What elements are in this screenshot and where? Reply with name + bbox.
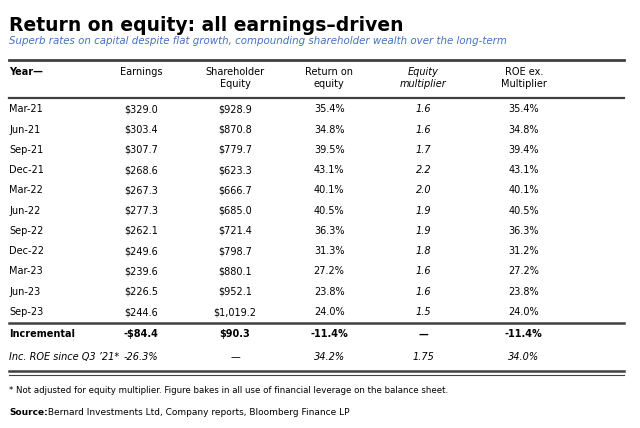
Text: Shareholder
Equity: Shareholder Equity: [205, 68, 264, 89]
Text: 34.8%: 34.8%: [508, 125, 539, 134]
Text: Jun-21: Jun-21: [9, 125, 40, 134]
Text: 31.2%: 31.2%: [508, 246, 539, 256]
Text: $307.7: $307.7: [124, 145, 158, 155]
Text: 43.1%: 43.1%: [508, 165, 539, 175]
Text: $721.4: $721.4: [218, 226, 252, 236]
Text: Sep-22: Sep-22: [9, 226, 44, 236]
Text: $880.1: $880.1: [218, 267, 252, 276]
Text: 27.2%: 27.2%: [314, 267, 344, 276]
Text: $244.6: $244.6: [124, 307, 157, 317]
Text: 40.5%: 40.5%: [508, 205, 539, 216]
Text: Superb rates on capital despite flat growth, compounding shareholder wealth over: Superb rates on capital despite flat gro…: [9, 36, 507, 46]
Text: Mar-23: Mar-23: [9, 267, 43, 276]
Text: 34.2%: 34.2%: [314, 352, 345, 362]
Text: 24.0%: 24.0%: [508, 307, 539, 317]
Text: Year—: Year—: [9, 68, 43, 77]
Text: $329.0: $329.0: [124, 104, 157, 114]
Text: 31.3%: 31.3%: [314, 246, 344, 256]
Text: 1.75: 1.75: [412, 352, 434, 362]
Text: 39.4%: 39.4%: [508, 145, 539, 155]
Text: Earnings: Earnings: [120, 68, 162, 77]
Text: $666.7: $666.7: [218, 185, 252, 195]
Text: -11.4%: -11.4%: [310, 329, 348, 339]
Text: $798.7: $798.7: [218, 246, 252, 256]
Text: 1.8: 1.8: [415, 246, 431, 256]
Text: $90.3: $90.3: [220, 329, 250, 339]
Text: Bernard Investments Ltd, Company reports, Bloomberg Finance LP: Bernard Investments Ltd, Company reports…: [45, 408, 350, 417]
Text: $239.6: $239.6: [124, 267, 157, 276]
Text: $277.3: $277.3: [124, 205, 158, 216]
Text: Return on equity: all earnings–driven: Return on equity: all earnings–driven: [9, 16, 404, 35]
Text: 43.1%: 43.1%: [314, 165, 344, 175]
Text: 1.9: 1.9: [415, 226, 431, 236]
Text: Equity
multiplier: Equity multiplier: [400, 68, 447, 89]
Text: —: —: [230, 352, 240, 362]
Text: Inc. ROE since Q3 ’21*: Inc. ROE since Q3 ’21*: [9, 352, 119, 362]
Text: * Not adjusted for equity multiplier. Figure bakes in all use of financial lever: * Not adjusted for equity multiplier. Fi…: [9, 386, 448, 395]
Text: $249.6: $249.6: [124, 246, 157, 256]
Text: 24.0%: 24.0%: [314, 307, 344, 317]
Text: Return on
equity: Return on equity: [305, 68, 353, 89]
Text: 2.2: 2.2: [415, 165, 431, 175]
Text: -26.3%: -26.3%: [124, 352, 158, 362]
Text: 34.8%: 34.8%: [314, 125, 344, 134]
Text: Mar-21: Mar-21: [9, 104, 43, 114]
Text: 23.8%: 23.8%: [314, 287, 344, 297]
Text: 40.1%: 40.1%: [508, 185, 539, 195]
Text: 34.0%: 34.0%: [508, 352, 540, 362]
Text: Dec-22: Dec-22: [9, 246, 44, 256]
Text: -11.4%: -11.4%: [505, 329, 543, 339]
Text: 40.1%: 40.1%: [314, 185, 344, 195]
Text: $952.1: $952.1: [218, 287, 252, 297]
Text: Sep-21: Sep-21: [9, 145, 44, 155]
Text: $928.9: $928.9: [218, 104, 252, 114]
Text: 23.8%: 23.8%: [508, 287, 539, 297]
Text: -$84.4: -$84.4: [124, 329, 158, 339]
Text: 2.0: 2.0: [415, 185, 431, 195]
Text: 1.6: 1.6: [415, 125, 431, 134]
Text: 1.5: 1.5: [415, 307, 431, 317]
Text: 35.4%: 35.4%: [508, 104, 539, 114]
Text: $623.3: $623.3: [218, 165, 252, 175]
Text: 1.9: 1.9: [415, 205, 431, 216]
Text: Jun-23: Jun-23: [9, 287, 40, 297]
Text: 40.5%: 40.5%: [314, 205, 344, 216]
Text: Sep-23: Sep-23: [9, 307, 44, 317]
Text: $685.0: $685.0: [218, 205, 252, 216]
Text: Dec-21: Dec-21: [9, 165, 44, 175]
Text: 39.5%: 39.5%: [314, 145, 344, 155]
Text: Jun-22: Jun-22: [9, 205, 40, 216]
Text: 1.6: 1.6: [415, 287, 431, 297]
Text: 1.6: 1.6: [415, 104, 431, 114]
Text: Mar-22: Mar-22: [9, 185, 43, 195]
Text: $262.1: $262.1: [124, 226, 158, 236]
Text: $226.5: $226.5: [124, 287, 158, 297]
Text: 35.4%: 35.4%: [314, 104, 344, 114]
Text: Source:: Source:: [9, 408, 48, 417]
Text: $779.7: $779.7: [218, 145, 252, 155]
Text: $1,019.2: $1,019.2: [214, 307, 257, 317]
Text: $268.6: $268.6: [124, 165, 157, 175]
Text: $303.4: $303.4: [124, 125, 157, 134]
Text: 27.2%: 27.2%: [508, 267, 539, 276]
Text: 36.3%: 36.3%: [314, 226, 344, 236]
Text: ROE ex.
Multiplier: ROE ex. Multiplier: [500, 68, 547, 89]
Text: 36.3%: 36.3%: [508, 226, 539, 236]
Text: Incremental: Incremental: [9, 329, 75, 339]
Text: 1.7: 1.7: [415, 145, 431, 155]
Text: $267.3: $267.3: [124, 185, 158, 195]
Text: —: —: [419, 329, 428, 339]
Text: $870.8: $870.8: [218, 125, 252, 134]
Text: 1.6: 1.6: [415, 267, 431, 276]
